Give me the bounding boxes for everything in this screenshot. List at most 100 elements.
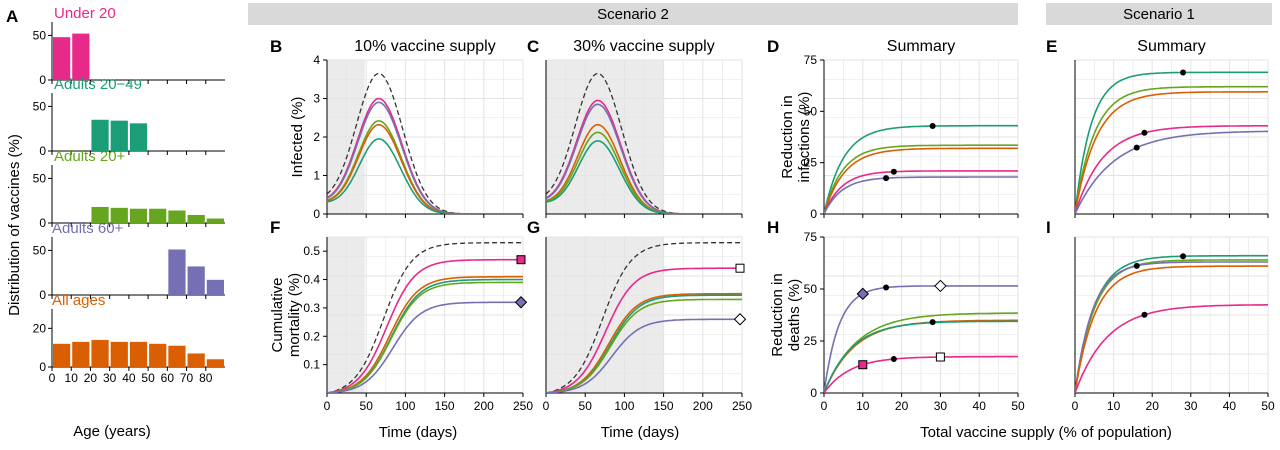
bar (168, 345, 186, 367)
series-line-adults-60- (327, 101, 523, 214)
marker-diamond-open (733, 313, 747, 326)
y-tick-label: 20 (33, 321, 47, 335)
current-supply-dot (929, 319, 936, 326)
y-tick-label: 0 (39, 144, 46, 158)
bar (91, 119, 109, 151)
x-tick-label: 0 (821, 399, 828, 413)
bar (187, 353, 205, 367)
y-tick-label: 50 (804, 104, 818, 118)
current-supply-dot (890, 168, 897, 175)
bar (72, 341, 90, 367)
square-marker (935, 352, 945, 362)
bar (110, 120, 128, 151)
y-tick-label: 75 (804, 230, 818, 244)
bar (168, 210, 186, 223)
panel-g: G 0 50 100 150 200 250 (527, 218, 752, 413)
series-line-adults-60- (1075, 130, 1268, 214)
y-axis-label: Cumulativemortality (%) (269, 273, 303, 357)
y-axis-label: Reduction ininfections (%) (779, 92, 813, 183)
series-line-adults-60- (546, 318, 742, 393)
series-group (1075, 254, 1268, 393)
series-line-all-ages (1075, 265, 1268, 393)
panel-b: B 0 1 2 3 4 10% vaccine supply Infected (%) (270, 37, 524, 221)
series-line-all-ages (1075, 91, 1268, 214)
current-supply-dot (883, 175, 890, 182)
bar (206, 359, 224, 367)
marker-diamond-filled (856, 287, 870, 301)
x-tick-label: 20 (895, 399, 909, 413)
y-axis-label: Reduction indeaths (%) (769, 273, 803, 356)
x-tick-label: 50 (360, 399, 374, 413)
x-tick-label: 50 (1261, 399, 1275, 413)
shared-axis-labels: Age (years) Distribution of vaccines (%)… (6, 134, 1172, 441)
supply-axis-label: Total vaccine supply (% of population) (920, 424, 1172, 441)
facet-all-ages: 0 20 All ages (33, 292, 225, 374)
y-tick-label: 0 (39, 73, 46, 87)
series-group (1075, 71, 1268, 214)
current-supply-dot (1141, 311, 1148, 318)
series-line-no-vaccine (327, 242, 523, 393)
panel-letter-i: I (1046, 218, 1051, 237)
current-supply-dot (890, 356, 897, 363)
facet-under-20: 0 50 Under 20 (33, 5, 225, 87)
square-marker (735, 263, 745, 273)
current-supply-dot (1180, 253, 1187, 260)
marker-square-filled (516, 255, 526, 265)
bar (129, 208, 148, 223)
bar (149, 343, 167, 367)
y-tick-label: 25 (804, 156, 818, 170)
facet-label: Adults 20+ (54, 148, 126, 165)
vaccine-distribution-axis-label: Distribution of vaccines (%) (6, 134, 23, 316)
series-line-all-ages (546, 123, 742, 214)
y-tick-label: 0.3 (303, 301, 320, 315)
bar (206, 218, 224, 223)
age-axis-label: Age (years) (73, 423, 151, 440)
y-axis-label-line: Cumulative (269, 277, 286, 352)
y-tick-label: 0 (39, 360, 46, 374)
panel-d: D 0 25 50 75 Summary Reduction ininfections (%… (767, 37, 1019, 221)
current-supply-dot (929, 123, 936, 130)
y-axis-label: Infected (%) (289, 97, 306, 178)
x-tick-label: 50 (141, 371, 155, 385)
panel-title: Summary (1137, 38, 1205, 55)
diamond-marker (856, 287, 870, 301)
y-tick-label: 0 (39, 288, 46, 302)
marker-diamond-filled (514, 296, 528, 309)
y-tick-label: 0 (810, 386, 817, 400)
series-line-all-ages (327, 123, 523, 214)
panel-letter-e: E (1046, 37, 1057, 56)
bar (187, 266, 205, 295)
y-tick-label: 0.4 (303, 273, 320, 287)
bar (110, 207, 128, 223)
panel-letter-b: B (270, 37, 282, 56)
y-tick-label: 0.5 (303, 244, 320, 258)
x-tick-label: 50 (1011, 399, 1025, 413)
series-line-adults-20-49 (824, 320, 1018, 393)
current-supply-dot (1133, 262, 1140, 269)
series-line-adults-20-49 (824, 124, 1018, 214)
series-line-under-20 (824, 170, 1018, 214)
x-tick-label: 30 (103, 371, 117, 385)
x-tick-label: 20 (84, 371, 98, 385)
panels: A 0 50 Under 20 0 50 Adults 20−49 0 50 Adults 20+… (6, 5, 1275, 413)
y-axis-label-line: infections (%) (796, 92, 813, 183)
series-line-adults-20-49 (1075, 254, 1268, 393)
bar (91, 339, 109, 367)
current-supply-dot (883, 284, 890, 291)
y-axis-label-line: mortality (%) (286, 273, 303, 357)
facet-label: Adults 60+ (52, 220, 124, 237)
panel-letter-g: G (527, 218, 540, 237)
series-line-under-20 (327, 258, 523, 393)
bar (149, 208, 167, 223)
x-tick-label: 250 (732, 399, 752, 413)
series-group (824, 285, 1018, 393)
series-line-all-ages (824, 147, 1018, 214)
y-tick-label: 50 (33, 243, 47, 257)
x-tick-label: 50 (579, 399, 593, 413)
bar (187, 214, 205, 223)
series-line-all-ages (546, 292, 742, 393)
y-tick-label: 0 (39, 216, 46, 230)
series-line-adults-20- (824, 144, 1018, 214)
bar (206, 279, 224, 295)
series-line-adults-20- (1075, 259, 1268, 393)
